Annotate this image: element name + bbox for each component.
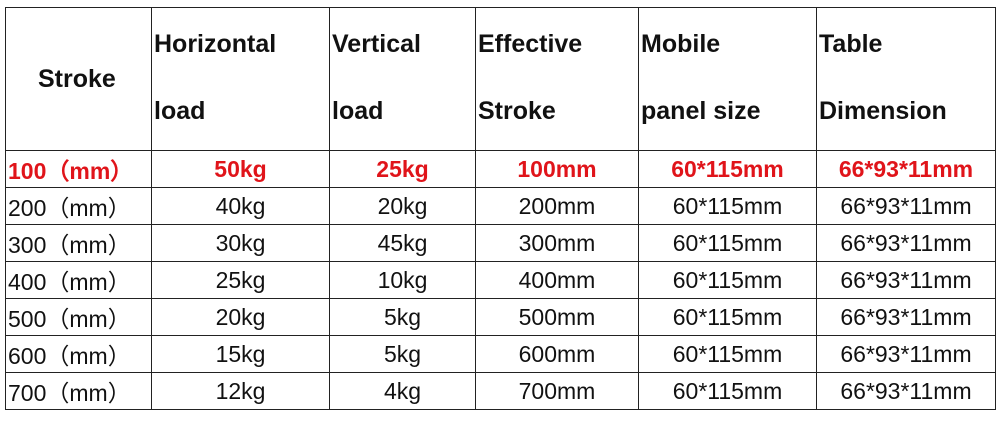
cell-table-dimension: 66*93*11mm: [816, 298, 996, 336]
header-vertical-load: Vertical load: [329, 7, 476, 151]
header-horizontal-load: Horizontal load: [151, 7, 330, 151]
header-effective-stroke: Effective Stroke: [475, 7, 639, 151]
cell-vertical-load: 5kg: [329, 335, 476, 373]
cell-mobile-panel-size: 60*115mm: [638, 150, 817, 188]
cell-table-dimension: 66*93*11mm: [816, 224, 996, 262]
table-row: 300（mm） 30kg 45kg 300mm 60*115mm 66*93*11mm: [5, 224, 996, 262]
table-row: 400（mm） 25kg 10kg 400mm 60*115mm 66*93*11mm: [5, 261, 996, 299]
cell-horizontal-load: 40kg: [151, 187, 330, 225]
cell-stroke: 100（mm）: [5, 150, 152, 188]
cell-vertical-load: 45kg: [329, 224, 476, 262]
cell-effective-stroke: 100mm: [475, 150, 639, 188]
cell-stroke: 700（mm）: [5, 372, 152, 410]
cell-vertical-load: 25kg: [329, 150, 476, 188]
table-row: 500（mm） 20kg 5kg 500mm 60*115mm 66*93*11mm: [5, 298, 996, 336]
cell-horizontal-load: 30kg: [151, 224, 330, 262]
table-row: 100（mm） 50kg 25kg 100mm 60*115mm 66*93*11mm: [5, 150, 996, 188]
cell-mobile-panel-size: 60*115mm: [638, 335, 817, 373]
header-row: Stroke Horizontal load Vertical load Effec…: [5, 7, 996, 151]
cell-mobile-panel-size: 60*115mm: [638, 372, 817, 410]
cell-horizontal-load: 50kg: [151, 150, 330, 188]
table-row: 700（mm） 12kg 4kg 700mm 60*115mm 66*93*11mm: [5, 372, 996, 410]
cell-horizontal-load: 15kg: [151, 335, 330, 373]
cell-effective-stroke: 600mm: [475, 335, 639, 373]
cell-stroke: 500（mm）: [5, 298, 152, 336]
cell-table-dimension: 66*93*11mm: [816, 335, 996, 373]
cell-mobile-panel-size: 60*115mm: [638, 298, 817, 336]
table-row: 200（mm） 40kg 20kg 200mm 60*115mm 66*93*11mm: [5, 187, 996, 225]
header-stroke: Stroke: [5, 7, 152, 151]
header-table-dimension: Table Dimension: [816, 7, 996, 151]
cell-effective-stroke: 500mm: [475, 298, 639, 336]
cell-effective-stroke: 300mm: [475, 224, 639, 262]
cell-vertical-load: 20kg: [329, 187, 476, 225]
header-mobile-panel-size: Mobile panel size: [638, 7, 817, 151]
cell-effective-stroke: 200mm: [475, 187, 639, 225]
cell-stroke: 300（mm）: [5, 224, 152, 262]
spec-table: Stroke Horizontal load Vertical load Effec…: [5, 7, 996, 410]
cell-table-dimension: 66*93*11mm: [816, 372, 996, 410]
cell-effective-stroke: 400mm: [475, 261, 639, 299]
cell-mobile-panel-size: 60*115mm: [638, 187, 817, 225]
cell-horizontal-load: 12kg: [151, 372, 330, 410]
cell-table-dimension: 66*93*11mm: [816, 261, 996, 299]
table-row: 600（mm） 15kg 5kg 600mm 60*115mm 66*93*11mm: [5, 335, 996, 373]
cell-stroke: 400（mm）: [5, 261, 152, 299]
cell-mobile-panel-size: 60*115mm: [638, 224, 817, 262]
cell-effective-stroke: 700mm: [475, 372, 639, 410]
cell-horizontal-load: 25kg: [151, 261, 330, 299]
cell-table-dimension: 66*93*11mm: [816, 187, 996, 225]
cell-mobile-panel-size: 60*115mm: [638, 261, 817, 299]
cell-vertical-load: 4kg: [329, 372, 476, 410]
cell-vertical-load: 5kg: [329, 298, 476, 336]
cell-stroke: 200（mm）: [5, 187, 152, 225]
cell-vertical-load: 10kg: [329, 261, 476, 299]
cell-horizontal-load: 20kg: [151, 298, 330, 336]
cell-table-dimension: 66*93*11mm: [816, 150, 996, 188]
cell-stroke: 600（mm）: [5, 335, 152, 373]
